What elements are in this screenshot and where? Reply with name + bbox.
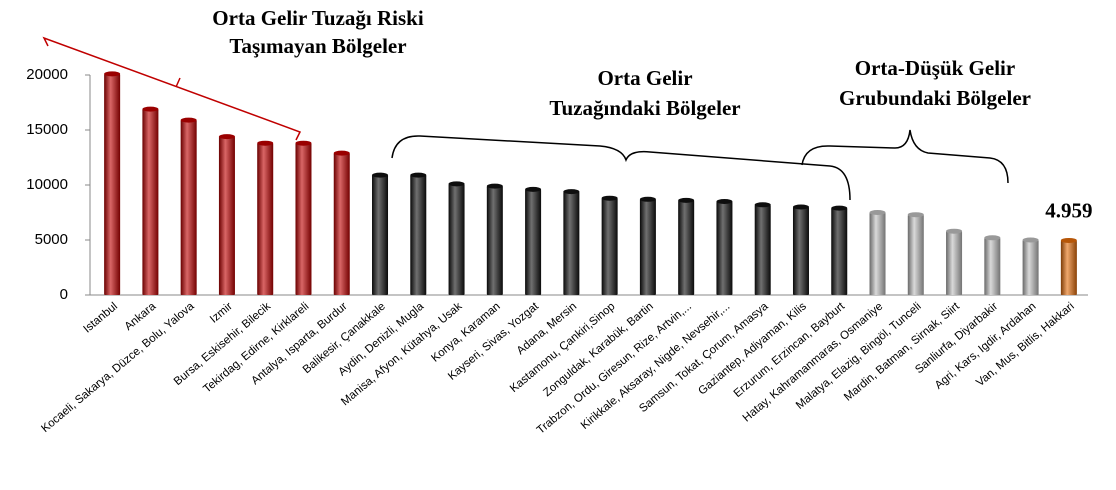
bar-top	[984, 235, 1001, 241]
bar	[142, 109, 159, 295]
x-tick-label: Istanbul	[81, 300, 120, 335]
bar-top	[907, 212, 924, 218]
bar	[218, 136, 235, 295]
y-tick-label: 0	[60, 286, 68, 303]
bar-top	[601, 195, 618, 201]
annotation: Taşımayan Bölgeler	[229, 34, 406, 58]
bar	[372, 175, 389, 295]
bar	[295, 143, 312, 295]
value-label: 4.959	[1045, 198, 1092, 222]
bar-top	[410, 172, 427, 178]
annotation: Grubundaki Bölgeler	[839, 86, 1031, 110]
bracket	[801, 129, 1009, 184]
y-tick-label: 20000	[26, 66, 68, 83]
bar-top	[1022, 237, 1039, 243]
bar-top	[678, 197, 695, 203]
bar	[907, 214, 924, 295]
x-tick-label: Kocaeli, Sakarya, Düzce, Bolu, Yalova	[39, 300, 197, 435]
bar	[333, 153, 350, 295]
bar	[486, 186, 503, 295]
bracket	[42, 36, 302, 141]
y-tick-label: 5000	[35, 231, 68, 248]
y-tick-label: 15000	[26, 121, 68, 138]
annotation: Orta Gelir Tuzağı Riski	[212, 6, 424, 30]
bar-top	[716, 199, 733, 204]
bar-top	[754, 202, 771, 208]
bar	[563, 191, 580, 295]
bar-top	[1060, 237, 1077, 243]
x-tick-label: Ankara	[123, 300, 159, 333]
bar-top	[257, 140, 274, 146]
bar	[792, 207, 809, 295]
bar	[410, 175, 427, 295]
bar	[946, 231, 963, 295]
bar-top	[295, 140, 312, 146]
bar	[716, 201, 733, 295]
bar-top	[180, 117, 197, 123]
bar	[525, 189, 542, 295]
x-tick-label: Hatay, Kahramanmaras, Osmaniye	[741, 300, 886, 424]
bar	[601, 198, 618, 295]
bar	[180, 120, 197, 295]
bar-top	[448, 181, 465, 187]
bar-top	[486, 183, 503, 189]
bar	[448, 183, 465, 295]
bar	[257, 143, 274, 295]
bar-top	[639, 196, 656, 202]
bar	[104, 73, 121, 296]
bar-top	[525, 186, 542, 192]
annotation: Orta Gelir	[597, 66, 692, 90]
bar-top	[869, 210, 886, 215]
bar-top	[831, 205, 848, 211]
bar	[754, 204, 771, 295]
bar-top	[142, 106, 159, 112]
bar-top	[104, 71, 121, 77]
annotation: Tuzağındaki Bölgeler	[549, 96, 740, 120]
bar	[984, 237, 1001, 295]
bar	[869, 212, 886, 295]
bar	[639, 199, 656, 295]
bar-top	[563, 189, 580, 195]
bar-top	[218, 134, 235, 140]
annotation: Orta-Düşük Gelir	[855, 56, 1015, 80]
bracket	[391, 135, 851, 201]
bar	[1022, 240, 1039, 295]
bar	[831, 208, 848, 295]
bar	[1060, 240, 1077, 295]
bar	[678, 200, 695, 295]
y-tick-label: 10000	[26, 176, 68, 193]
bar-top	[946, 228, 963, 234]
bar-top	[792, 204, 809, 210]
x-tick-label: Konya, Karaman	[429, 300, 502, 364]
bar-top	[372, 172, 389, 178]
x-tick-label: Izmir	[208, 300, 235, 325]
bar-top	[333, 150, 350, 156]
